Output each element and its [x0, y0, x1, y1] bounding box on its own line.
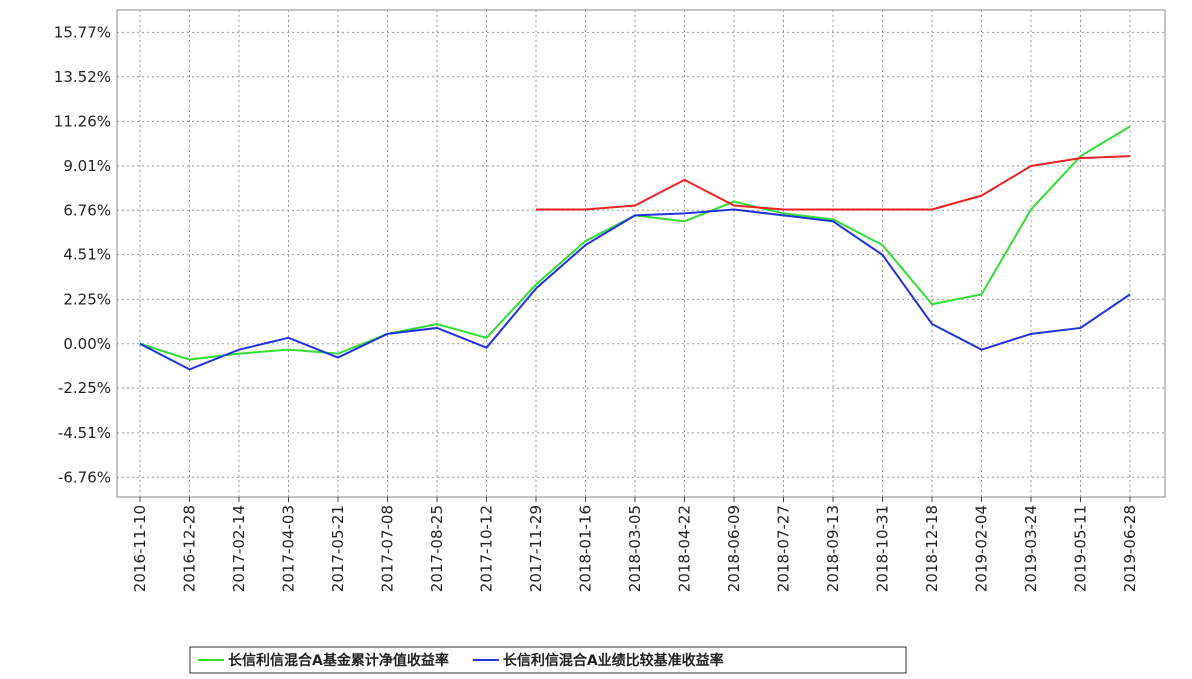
y-tick-label: 2.25%	[63, 290, 111, 308]
x-tick-label: 2018-10-31	[874, 505, 892, 592]
plot-frame	[116, 9, 1166, 498]
x-tick-label: 2017-02-14	[230, 505, 248, 592]
legend-box	[189, 646, 907, 674]
y-tick-label: -6.76%	[58, 468, 111, 486]
x-tick-label: 2018-03-05	[626, 505, 644, 592]
x-tick-label: 2017-10-12	[478, 505, 496, 592]
x-tick-label: 2016-12-28	[181, 505, 199, 592]
x-tick-label: 2017-04-03	[280, 505, 298, 592]
x-tick-label: 2019-03-24	[1022, 505, 1040, 592]
y-tick-label: -2.25%	[58, 379, 111, 397]
x-tick-label: 2019-06-28	[1121, 505, 1139, 592]
series-line	[139, 208, 1131, 371]
y-tick-label: 9.01%	[63, 157, 111, 175]
x-tick-label: 2017-11-29	[527, 505, 545, 592]
x-tick-label: 2019-02-04	[973, 505, 991, 592]
y-tick-label: 11.26%	[54, 112, 111, 130]
y-tick-label: 13.52%	[54, 68, 111, 86]
legend-label: 长信利信混合A基金累计净值收益率	[228, 652, 449, 669]
y-tick-label: 15.77%	[54, 23, 111, 41]
x-tick-label: 2017-07-08	[379, 505, 397, 592]
series-line	[536, 155, 1131, 211]
legend-label: 长信利信混合A业绩比较基准收益率	[503, 652, 724, 669]
y-tick-label: 4.51%	[63, 246, 111, 264]
x-tick-label: 2017-08-25	[428, 505, 446, 592]
y-tick-label: 6.76%	[63, 201, 111, 219]
x-tick-label: 2018-04-22	[676, 505, 694, 592]
x-tick-label: 2017-05-21	[329, 505, 347, 592]
x-tick-label: 2018-01-16	[577, 505, 595, 592]
x-tick-label: 2018-09-13	[824, 505, 842, 592]
x-tick-label: 2018-06-09	[725, 505, 743, 592]
y-tick-label: 0.00%	[63, 335, 111, 353]
x-tick-label: 2018-12-18	[923, 505, 941, 592]
legend: 长信利信混合A基金累计净值收益率 长信利信混合A业绩比较基准收益率	[189, 646, 907, 674]
x-tick-label: 2018-07-27	[775, 505, 793, 592]
x-tick-label: 2016-11-10	[131, 505, 149, 592]
y-tick-label: -4.51%	[58, 424, 111, 442]
x-tick-label: 2019-05-11	[1072, 505, 1090, 592]
